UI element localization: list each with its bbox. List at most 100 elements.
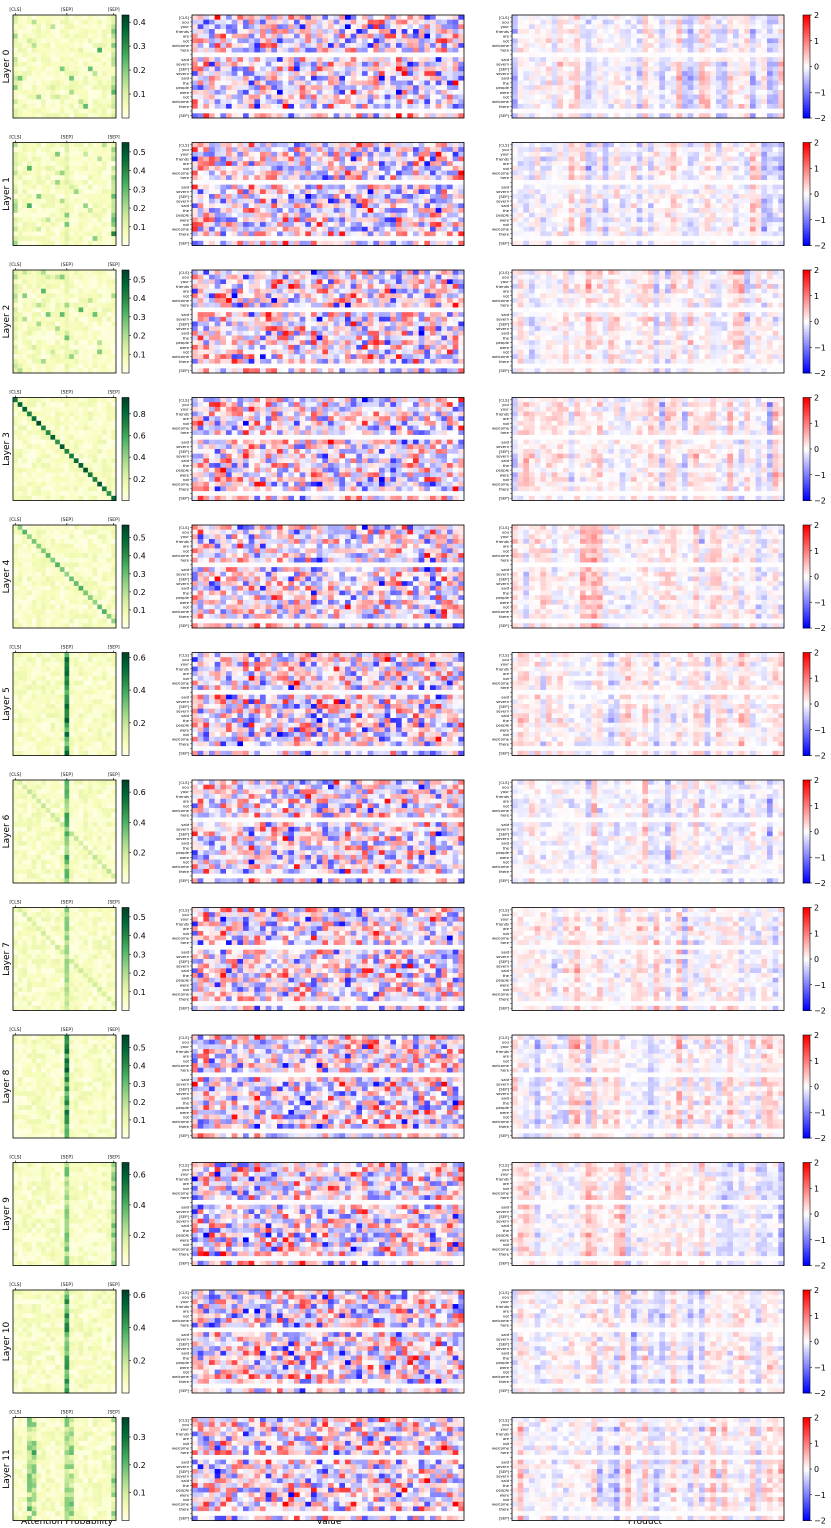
product-cell [631,38,638,44]
value-cell [209,47,216,53]
value-cell [271,208,278,214]
attention-heatmap-layer-0: [CLS] [SEP] [SEP] [9,7,120,119]
value-cell [339,66,346,72]
value-cell [452,212,459,218]
product-cell [682,156,689,162]
product-cell [517,57,524,63]
value-cell [277,75,284,81]
value-cell [413,156,420,162]
attention-cell [69,142,75,148]
attention-cell [59,147,65,153]
product-cell [591,33,598,39]
value-cell [254,203,261,209]
attention-cell [101,85,108,91]
value-cell [322,217,329,223]
value-cell [441,99,448,105]
value-cell [447,151,454,157]
value-cell [237,85,244,91]
product-cell [738,71,745,77]
colorbar-segment [122,191,129,195]
attention-cell [111,103,117,110]
product-cell [704,85,711,91]
product-cell [721,57,728,63]
attention-cell [111,170,117,176]
product-cell [631,94,638,100]
attention-cell [31,75,37,81]
value-cell [458,47,465,53]
value-cell [424,175,431,181]
value-cell [209,94,216,100]
product-cell [585,71,592,77]
value-cell [356,94,363,100]
attention-cell [97,108,103,114]
product-cell [744,33,751,39]
value-cell [226,175,233,181]
attention-cell [13,194,19,200]
value-cell [441,161,448,167]
product-cell [523,47,530,53]
value-cell [350,208,357,214]
value-cell [396,47,403,53]
attention-cell [64,103,70,110]
product-cell [676,43,683,49]
value-cell [452,108,459,114]
value-cell [413,217,420,223]
product-cell [585,33,592,39]
product-cell [642,165,649,171]
value-cell [311,113,318,119]
product-cell [687,184,694,190]
value-cell [197,217,204,223]
product-cell [682,175,689,181]
value-cell [430,24,437,30]
product-cell [767,33,774,39]
product-cell [591,165,598,171]
value-cell [407,217,414,223]
product-cell [534,151,541,157]
attention-cell [83,198,89,204]
value-cell [441,203,448,209]
value-cell [401,15,408,21]
attention-cell [31,38,37,44]
value-cell [407,240,414,246]
value-cell [350,61,357,67]
product-cell [636,66,643,72]
colorbar-segment [803,69,810,73]
product-cell [716,19,723,25]
attention-cell [59,203,65,209]
attention-cell [78,156,84,162]
value-cell [248,170,255,176]
value-cell [430,66,437,72]
attention-cell [101,156,108,162]
value-cell [396,89,403,95]
value-cell [265,161,272,167]
value-cell [203,43,210,49]
value-cell [277,52,284,58]
value-cell [452,217,459,223]
value-cell [214,226,221,232]
product-cell [699,142,706,148]
attention-cell [59,208,65,214]
product-cell [608,113,615,119]
product-cell [738,103,745,110]
value-cell [356,203,363,209]
product-cell [761,75,768,81]
value-cell [322,156,329,162]
attention-cell [17,161,23,167]
value-cell [362,208,369,214]
product-cell [551,170,558,176]
product-cell [614,52,621,58]
product-cell [517,75,524,81]
product-cell [631,24,638,30]
product-cell [778,151,785,157]
value-cell [209,147,216,153]
value-cell [305,142,312,148]
attention-cell [92,61,98,67]
value-cell [362,108,369,114]
value-cell [350,15,357,21]
product-cell [574,161,581,167]
value-cell [220,113,227,119]
value-cell [243,80,250,86]
attention-cell [31,189,37,195]
colorbar-segment [122,227,129,231]
product-cell [687,161,694,167]
